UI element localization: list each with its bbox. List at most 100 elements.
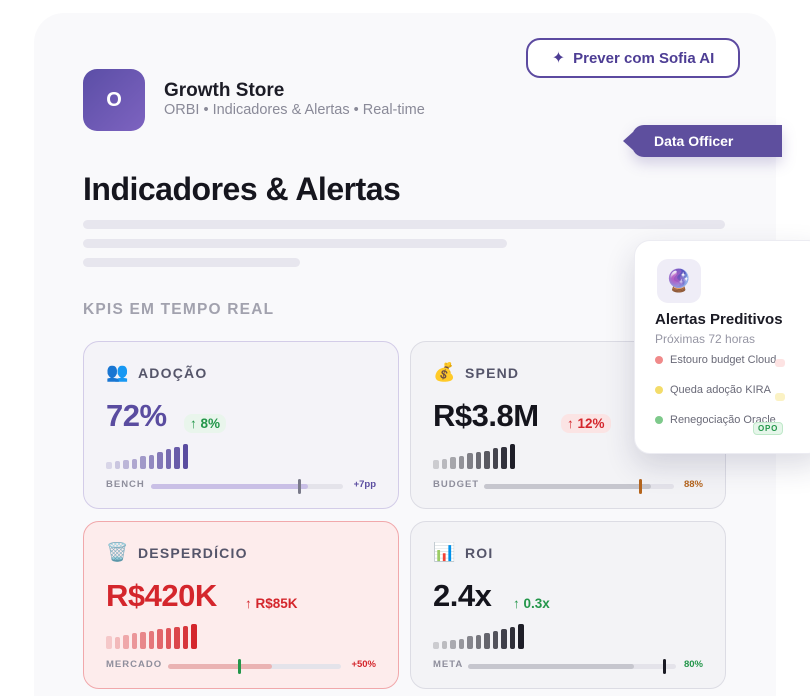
goal-bar: META 80% bbox=[433, 658, 703, 674]
sparkline-bar bbox=[123, 635, 129, 649]
sparkline-bar bbox=[509, 444, 515, 469]
skeleton-line bbox=[83, 239, 507, 248]
bar-chart-icon: 📊 bbox=[433, 542, 456, 562]
alerts-title: Alertas Preditivos bbox=[655, 311, 783, 328]
store-subtitle: ORBI • Indicadores & Alertas • Real-time bbox=[164, 102, 425, 118]
skeleton-line bbox=[83, 220, 725, 229]
sparkline-bar bbox=[433, 460, 439, 469]
trash-icon: 🗑️ bbox=[106, 542, 129, 562]
kpi-card-desperdicio[interactable]: 🗑️ DESPERDÍCIO R$420K ↑ R$85K MERCADO +5… bbox=[83, 521, 399, 689]
sparkline-bar bbox=[106, 462, 112, 469]
kpi-card-adocao[interactable]: 👥 ADOÇÃO 72% ↑ 8% BENCH +7pp bbox=[83, 341, 399, 509]
sparkline-bar bbox=[492, 631, 498, 649]
sparkline-bar bbox=[182, 444, 188, 469]
alert-dot bbox=[655, 416, 663, 424]
kpi-label: ROI bbox=[465, 544, 494, 561]
sparkle-icon: ✦ bbox=[551, 50, 566, 67]
sparkline-bar bbox=[140, 632, 146, 649]
predictive-alerts-card[interactable]: 🔮 Alertas Preditivos Próximas 72 horas E… bbox=[634, 240, 810, 454]
kpi-label: SPEND bbox=[465, 364, 520, 381]
sparkline-bar bbox=[450, 640, 456, 649]
sparkline-bar bbox=[484, 451, 490, 469]
alert-text: Renegociação Oracle bbox=[670, 414, 776, 426]
alert-item[interactable]: Estouro budget Cloud bbox=[655, 355, 785, 366]
benchmark-marker bbox=[297, 479, 301, 494]
market-track bbox=[168, 659, 341, 674]
sparkline-bar bbox=[467, 636, 473, 649]
alerts-subtitle: Próximas 72 horas bbox=[655, 332, 756, 346]
alert-item[interactable]: Renegociação Oracle bbox=[655, 415, 785, 426]
sparkline-bar bbox=[467, 453, 473, 469]
sparkline-bar bbox=[433, 642, 439, 649]
alert-tag-stub bbox=[775, 393, 785, 401]
benchmark-bar: BENCH +7pp bbox=[106, 478, 376, 494]
market-value: +50% bbox=[351, 659, 376, 670]
market-marker bbox=[237, 659, 241, 674]
alert-tag-stub bbox=[775, 359, 785, 367]
sparkline-bar bbox=[140, 456, 146, 469]
crystal-ball-glyph: 🔮 bbox=[665, 268, 693, 293]
predict-sofia-ai-button[interactable]: ✦ Prever com Sofia AI bbox=[526, 38, 740, 78]
benchmark-label: BENCH bbox=[106, 479, 145, 490]
kpi-label: DESPERDÍCIO bbox=[138, 544, 248, 561]
page-title: Indicadores & Alertas bbox=[83, 171, 401, 207]
alert-dot bbox=[655, 386, 663, 394]
goal-track bbox=[468, 659, 676, 674]
sparkline-bar bbox=[441, 459, 447, 469]
sparkline-bar bbox=[191, 624, 197, 649]
alert-text: Estouro budget Cloud bbox=[670, 354, 777, 366]
sparkline-bar bbox=[441, 641, 447, 649]
sparkline-bar bbox=[131, 633, 137, 649]
benchmark-value: +7pp bbox=[353, 479, 376, 490]
skeleton-line bbox=[83, 258, 300, 267]
kpi-delta: ↑ R$85K bbox=[245, 596, 298, 611]
kpi-label: ADOÇÃO bbox=[138, 364, 208, 381]
benchmark-fill bbox=[151, 484, 309, 489]
data-officer-label: Data Officer bbox=[654, 133, 734, 149]
goal-label: META bbox=[433, 659, 464, 670]
sparkline-bar bbox=[509, 627, 515, 649]
kpi-value: R$420K bbox=[106, 578, 217, 613]
store-logo: O bbox=[83, 69, 145, 131]
sparkline-bar bbox=[518, 624, 524, 649]
budget-value: 88% bbox=[683, 479, 703, 490]
sparkline-bar bbox=[501, 447, 507, 469]
crystal-ball-icon: 🔮 bbox=[657, 259, 701, 303]
sparkline-bar bbox=[484, 633, 490, 649]
sparkline-bar bbox=[492, 448, 498, 469]
sparkline-bar bbox=[131, 459, 137, 469]
kpi-value: R$3.8M bbox=[433, 398, 539, 433]
goal-value: 80% bbox=[683, 659, 703, 670]
sparkline-bar bbox=[165, 628, 171, 649]
alert-item[interactable]: Queda adoção KIRA bbox=[655, 385, 785, 396]
sparkline-bar bbox=[114, 637, 120, 649]
kpi-card-roi[interactable]: 📊 ROI 2.4x ↑ 0.3x META 80% bbox=[410, 521, 726, 689]
sparkline-bar bbox=[123, 460, 129, 469]
sparkline-bar bbox=[174, 627, 180, 649]
sparkline-bars bbox=[433, 443, 515, 469]
sparkline-bar bbox=[475, 452, 481, 469]
market-fill bbox=[168, 664, 272, 669]
sparkline-bar bbox=[458, 456, 464, 469]
sparkline-bars bbox=[433, 623, 524, 649]
kpi-delta: ↑ 8% bbox=[184, 414, 227, 433]
users-icon: 👥 bbox=[106, 362, 129, 382]
opportunity-badge: OPO bbox=[753, 422, 784, 435]
sparkline-bar bbox=[106, 636, 112, 649]
alert-dot bbox=[655, 356, 663, 364]
sparkline-bar bbox=[501, 629, 507, 649]
budget-bar: BUDGET 88% bbox=[433, 478, 703, 494]
sparkline-bars bbox=[106, 443, 188, 469]
sparkline-bars bbox=[106, 623, 197, 649]
sparkline-bar bbox=[458, 639, 464, 649]
sparkline-bar bbox=[165, 449, 171, 469]
sparkline-bar bbox=[182, 626, 188, 649]
budget-label: BUDGET bbox=[433, 479, 480, 490]
store-name: Growth Store bbox=[164, 80, 285, 101]
sparkline-bar bbox=[114, 461, 120, 469]
kpi-value: 72% bbox=[106, 398, 167, 433]
kpi-value: 2.4x bbox=[433, 578, 492, 613]
kpi-delta: ↑ 12% bbox=[561, 414, 611, 433]
budget-marker bbox=[638, 479, 642, 494]
budget-track bbox=[484, 479, 674, 494]
